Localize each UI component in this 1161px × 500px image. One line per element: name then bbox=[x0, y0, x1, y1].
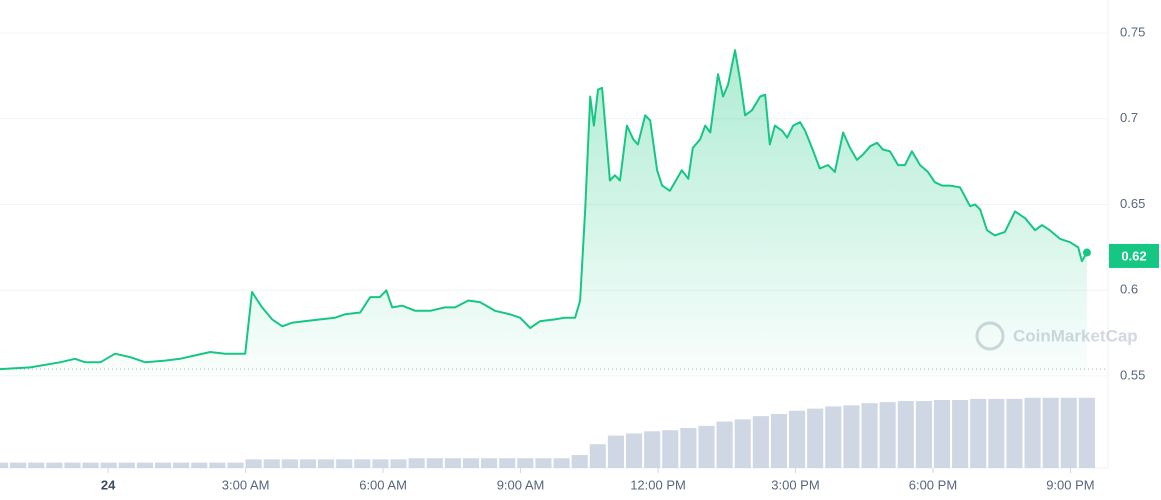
volume-bar bbox=[245, 459, 262, 468]
volume-bar bbox=[952, 399, 969, 468]
volume-bar bbox=[354, 459, 371, 468]
volume-bar bbox=[752, 416, 769, 468]
volume-bar bbox=[426, 458, 443, 468]
last-point bbox=[1082, 248, 1091, 257]
volume-bar bbox=[770, 414, 788, 468]
volume-bar bbox=[227, 462, 244, 468]
volume-bar bbox=[843, 405, 860, 468]
volume-bar bbox=[988, 398, 1005, 468]
x-tick-label: 3:00 AM bbox=[222, 477, 270, 492]
y-tick-label: 0.75 bbox=[1120, 24, 1145, 39]
volume-bar bbox=[372, 459, 389, 468]
volume-bar bbox=[318, 459, 335, 468]
volume-bar bbox=[662, 430, 679, 468]
volume-bar bbox=[481, 458, 498, 468]
price-area bbox=[0, 50, 1087, 376]
volume-bar bbox=[1060, 397, 1077, 468]
volume-bar bbox=[734, 419, 751, 468]
volume-bar bbox=[462, 458, 480, 468]
price-badge-label: 0.62 bbox=[1121, 248, 1146, 263]
volume-bar bbox=[281, 459, 298, 468]
x-tick-label: 12:00 PM bbox=[630, 477, 686, 492]
volume-bar bbox=[517, 458, 534, 468]
volume-bar bbox=[118, 462, 135, 468]
volume-bar bbox=[825, 406, 842, 468]
volume-bar bbox=[1024, 397, 1041, 468]
volume-bar bbox=[571, 455, 588, 468]
volume-bar bbox=[680, 428, 697, 468]
y-tick-label: 0.7 bbox=[1120, 110, 1138, 125]
volume-bar bbox=[915, 401, 932, 468]
volume-bar bbox=[879, 402, 896, 468]
volume-bar bbox=[933, 399, 951, 468]
volume-bar bbox=[28, 462, 45, 468]
y-tick-label: 0.55 bbox=[1120, 367, 1145, 382]
x-tick-label: 3:00 PM bbox=[771, 477, 819, 492]
volume-bar bbox=[263, 459, 280, 468]
volume-bar bbox=[82, 462, 99, 468]
volume-bar bbox=[299, 459, 317, 468]
price-badge bbox=[1109, 243, 1159, 268]
volume-bar bbox=[553, 458, 570, 468]
volume-bar bbox=[589, 444, 606, 468]
volume-bar bbox=[789, 410, 806, 468]
volume-bar bbox=[209, 462, 226, 468]
volume-bar bbox=[0, 462, 9, 468]
x-tick-label: 9:00 AM bbox=[497, 477, 545, 492]
x-tick-label: 6:00 PM bbox=[909, 477, 957, 492]
volume-bar bbox=[191, 462, 208, 468]
volume-bar bbox=[698, 425, 715, 468]
volume-bar bbox=[607, 435, 624, 468]
volume-bar bbox=[336, 459, 353, 468]
volume-bar bbox=[499, 458, 516, 468]
volume-bar bbox=[644, 431, 661, 468]
volume-bar bbox=[100, 462, 117, 468]
volume-bar bbox=[535, 458, 552, 468]
x-tick-label: 24 bbox=[101, 477, 116, 492]
volume-bar bbox=[173, 462, 190, 468]
volume-bar bbox=[1042, 397, 1059, 468]
volume-bar bbox=[10, 462, 27, 468]
volume-bar bbox=[444, 458, 461, 468]
volume-bar bbox=[46, 462, 63, 468]
volume-bar bbox=[64, 462, 81, 468]
volume-bar bbox=[716, 421, 733, 468]
volume-bar bbox=[1078, 397, 1095, 468]
y-tick-label: 0.6 bbox=[1120, 282, 1138, 297]
volume-bar bbox=[408, 458, 425, 468]
price-line bbox=[0, 49, 1088, 371]
x-tick-label: 6:00 AM bbox=[359, 477, 407, 492]
volume-bar bbox=[861, 403, 878, 468]
y-tick-label: 0.65 bbox=[1120, 196, 1145, 211]
volume-bar bbox=[154, 462, 172, 468]
volume-bar bbox=[1006, 398, 1023, 468]
volume-bar bbox=[625, 433, 643, 468]
volume-bar bbox=[970, 398, 987, 468]
volume-bar bbox=[390, 459, 407, 468]
volume-bar bbox=[136, 462, 153, 468]
volume-bar bbox=[897, 401, 914, 468]
x-tick-label: 9:00 PM bbox=[1046, 477, 1094, 492]
volume-bar bbox=[807, 408, 824, 468]
